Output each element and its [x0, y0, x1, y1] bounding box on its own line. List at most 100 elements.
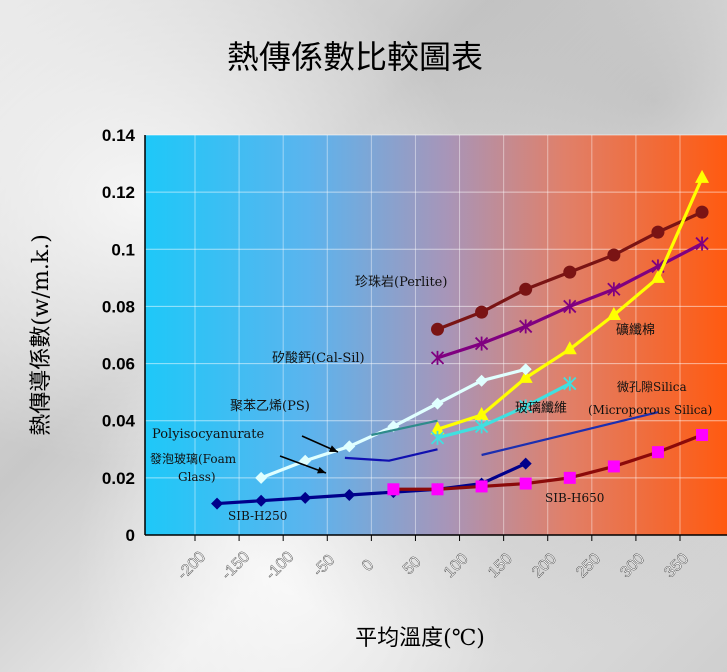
data-point	[519, 457, 532, 470]
data-point	[651, 446, 664, 459]
data-point	[695, 205, 709, 219]
data-point	[299, 491, 312, 504]
annotation-label: SIB-H250	[228, 509, 287, 523]
annotation-label: 發泡玻璃(Foam	[150, 451, 237, 466]
data-point	[475, 480, 488, 493]
series-3	[430, 169, 710, 435]
annotation-arrows	[279, 435, 339, 474]
data-point	[475, 305, 489, 319]
data-point	[430, 350, 445, 365]
data-point	[518, 369, 533, 383]
data-point	[343, 489, 356, 501]
data-point	[519, 282, 533, 296]
x-tick-label: 250	[573, 550, 604, 581]
y-tick-label: 0.1	[111, 240, 135, 259]
x-tick-label: -100	[263, 548, 298, 583]
series-line	[216, 462, 527, 506]
data-point	[431, 397, 444, 410]
x-tick-label: 350	[661, 550, 692, 581]
data-point	[607, 282, 621, 297]
annotation-label: 微孔隙Silica	[617, 380, 687, 394]
series-line	[344, 448, 438, 462]
arrow-head	[329, 445, 338, 452]
x-tick-label: 150	[485, 550, 516, 581]
annotation-label: Glass)	[178, 470, 216, 484]
data-point	[474, 407, 489, 420]
data-point	[607, 248, 621, 262]
arrow-head	[317, 466, 326, 474]
series-line	[393, 433, 703, 491]
y-tick-label: 0	[126, 526, 135, 545]
data-point	[475, 374, 488, 387]
y-tick-label: 0.02	[102, 469, 135, 488]
series-8	[481, 411, 659, 457]
y-tick-label: 0.06	[102, 355, 135, 374]
data-point	[651, 225, 665, 239]
annotation-label: 玻璃纖維	[515, 401, 567, 416]
data-point	[563, 376, 577, 391]
x-tick-label: -50	[310, 552, 338, 580]
data-point	[650, 269, 665, 283]
data-point	[474, 419, 489, 434]
series-7	[344, 448, 438, 462]
annotation-label: 珍珠岩(Perlite)	[355, 275, 447, 290]
y-axis: 0 0.02 0.04 0.06 0.08 0.1 0.12 0.14	[102, 126, 146, 545]
data-point	[255, 471, 268, 484]
annotation-label: SIB-H650	[545, 491, 604, 505]
x-tick-label: -200	[174, 548, 209, 583]
series-group	[211, 169, 710, 510]
data-point	[563, 471, 576, 484]
series-line	[437, 382, 571, 440]
series-line	[481, 411, 659, 457]
data-point	[430, 430, 445, 445]
y-tick-label: 0.12	[102, 183, 135, 202]
data-point	[211, 497, 224, 510]
series-2	[430, 236, 709, 365]
x-tick-label: 300	[617, 550, 648, 581]
chart-title: 熱傳係數比較圖表	[227, 38, 483, 76]
series-6	[371, 419, 438, 437]
data-point	[255, 494, 268, 507]
y-axis-label: 熱傳導係數(w/m.k.)	[29, 234, 54, 436]
y-tick-label: 0.04	[102, 412, 136, 431]
data-point	[431, 322, 444, 336]
data-point	[695, 169, 710, 183]
annotation-label: 矽酸鈣(Cal-Sil)	[272, 351, 365, 366]
series-5	[255, 363, 532, 484]
annotation-label: 聚苯乙烯(PS)	[230, 399, 310, 414]
x-tick-label: 0	[359, 557, 377, 575]
annotation-label: (Microporous Silica)	[588, 403, 712, 417]
y-tick-label: 0.08	[102, 297, 135, 316]
series-4	[430, 376, 577, 445]
data-point	[387, 483, 400, 496]
y-tick-label: 0.14	[102, 126, 136, 145]
data-point	[562, 341, 577, 355]
data-point	[607, 460, 620, 473]
data-point	[695, 236, 709, 251]
data-point	[519, 399, 533, 414]
x-tick-label: 200	[529, 550, 560, 581]
annotation-label: Polyisocyanurate	[152, 427, 265, 442]
data-point	[696, 429, 709, 441]
data-point	[519, 477, 532, 490]
data-point	[431, 483, 444, 496]
data-point	[606, 307, 621, 320]
x-axis: -200 -150 -100 -50 0 50 100 150 200 250 300 350	[145, 534, 727, 583]
series-10	[387, 429, 709, 496]
data-point	[474, 336, 489, 351]
x-axis-label: 平均溫度(℃)	[355, 626, 485, 651]
data-point	[430, 421, 445, 435]
x-tick-label: 50	[400, 553, 425, 578]
data-point	[563, 299, 577, 314]
x-tick-label: -150	[219, 548, 254, 583]
series-line	[371, 419, 438, 437]
annotation-label: 礦纖棉	[616, 322, 655, 338]
data-point	[519, 363, 532, 376]
data-point	[563, 265, 577, 279]
data-point	[343, 440, 356, 453]
data-point	[519, 319, 533, 334]
x-tick-label: 100	[441, 550, 472, 581]
series-1	[431, 205, 709, 336]
